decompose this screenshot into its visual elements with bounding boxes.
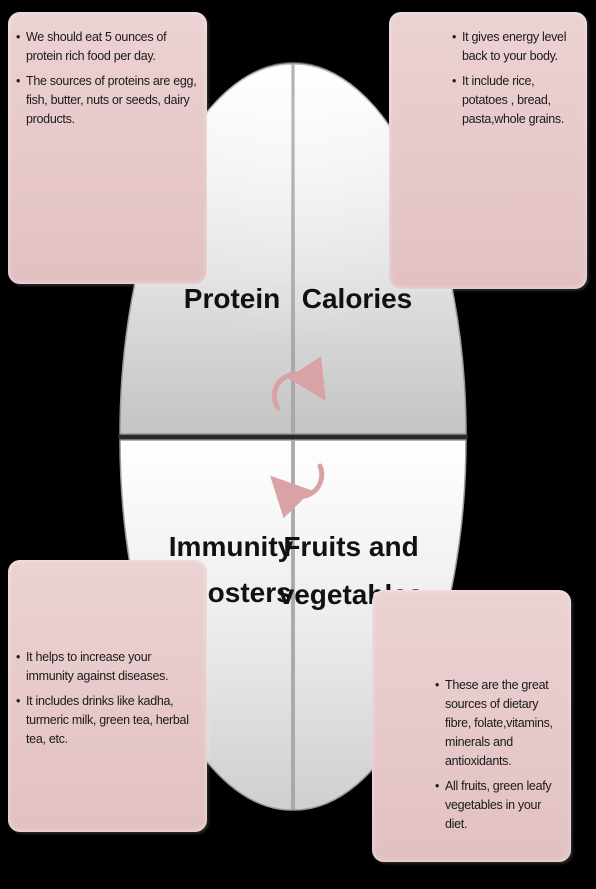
fruits-info-box: These are the great sources of dietary f… xyxy=(372,590,571,862)
label-calories: Calories xyxy=(302,283,413,314)
fruits-bullet-2: All fruits, green leafy vegetables in yo… xyxy=(435,777,563,834)
calories-bullet-1: It gives energy level back to your body. xyxy=(452,28,579,66)
protein-bullet-1: We should eat 5 ounces of protein rich f… xyxy=(16,28,199,66)
fruits-bullet-1: These are the great sources of dietary f… xyxy=(435,676,563,771)
cycle-arrow-bottom-icon xyxy=(270,463,325,519)
protein-info-box: We should eat 5 ounces of protein rich f… xyxy=(8,12,207,284)
immunity-info-box: It helps to increase your immunity again… xyxy=(8,560,207,832)
label-fruits-line1: Fruits and xyxy=(283,531,418,562)
immunity-bullet-1: It helps to increase your immunity again… xyxy=(16,648,199,686)
cycle-arrow-top-icon xyxy=(271,356,326,411)
calories-bullet-2: It include rice, potatoes , bread, pasta… xyxy=(452,72,579,129)
calories-info-box: It gives energy level back to your body.… xyxy=(389,12,587,289)
label-immunity-line1: Immunity xyxy=(169,531,294,562)
label-protein: Protein xyxy=(184,283,280,314)
immunity-bullet-2: It includes drinks like kadha, turmeric … xyxy=(16,692,199,749)
protein-bullet-2: The sources of proteins are egg, fish, b… xyxy=(16,72,199,129)
